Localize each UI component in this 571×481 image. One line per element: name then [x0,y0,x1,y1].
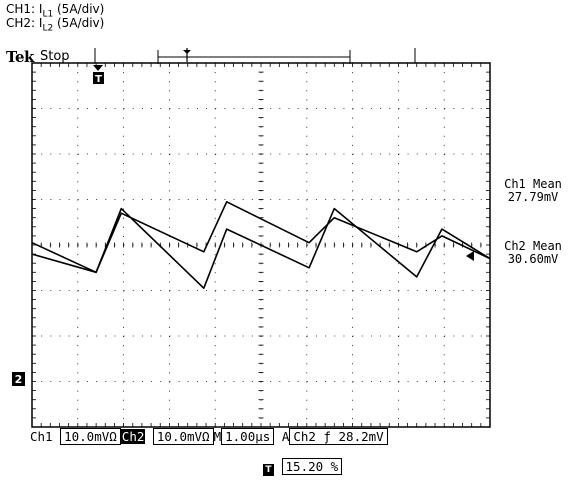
status-bar: Ch1 10.0mVΩ Ch2 10.0mVΩ M 1.00µs A Ch2 ƒ 28.… [30,429,388,445]
ch2-mean-readout: Ch2 Mean 30.60mV [497,240,569,266]
trigger-level: 28.2mV [339,429,384,444]
ch1-mean-value: 27.79mV [497,191,569,204]
ch2-scale: 10.0mVΩ [153,428,214,445]
ch2-label: Ch2 [121,429,146,444]
ch1-scale: 10.0mVΩ [60,428,121,445]
trigger-level-arrow [466,251,474,261]
ch2-ground-marker: 2 [12,372,25,386]
trigger-position-readout: T 15.20 % [263,459,342,476]
trigger-readout: Ch2 ƒ 28.2mV [289,428,387,445]
ch1-label: Ch1 [30,429,53,444]
trigger-position-icon: T [263,464,274,476]
trigger-source: Ch2 [293,429,316,444]
trigger-position-marker: T [93,65,104,85]
timebase-prefix: M [214,429,222,444]
ground-marker-label: 2 [15,373,23,386]
ch2-mean-value: 30.60mV [497,253,569,266]
trigger-position-value: 15.20 % [282,458,343,475]
waveform-traces [32,202,490,288]
timebase-value: 1.00µs [221,428,274,445]
ch1-mean-readout: Ch1 Mean 27.79mV [497,178,569,204]
trigger-marker-label: T [95,74,102,85]
record-length-bar [95,48,415,64]
trigger-slope-icon: ƒ [323,429,331,444]
